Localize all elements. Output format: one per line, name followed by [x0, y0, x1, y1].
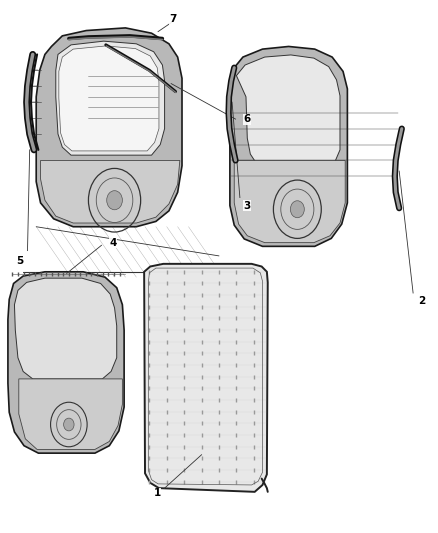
Polygon shape: [234, 160, 345, 243]
Polygon shape: [230, 46, 347, 246]
Polygon shape: [14, 278, 117, 379]
Text: 5: 5: [17, 256, 24, 266]
Polygon shape: [41, 160, 180, 223]
Polygon shape: [144, 264, 268, 492]
Text: 1: 1: [154, 488, 161, 498]
Circle shape: [64, 418, 74, 431]
Polygon shape: [56, 41, 165, 155]
Circle shape: [107, 191, 122, 210]
Text: 7: 7: [169, 14, 177, 25]
Polygon shape: [19, 379, 122, 449]
Text: 6: 6: [244, 114, 251, 124]
Text: 4: 4: [110, 238, 117, 248]
Polygon shape: [8, 272, 124, 453]
Polygon shape: [59, 46, 159, 151]
Text: 3: 3: [243, 200, 251, 211]
Circle shape: [290, 201, 304, 217]
Text: 2: 2: [418, 296, 425, 306]
Polygon shape: [36, 28, 182, 227]
Polygon shape: [237, 55, 340, 171]
